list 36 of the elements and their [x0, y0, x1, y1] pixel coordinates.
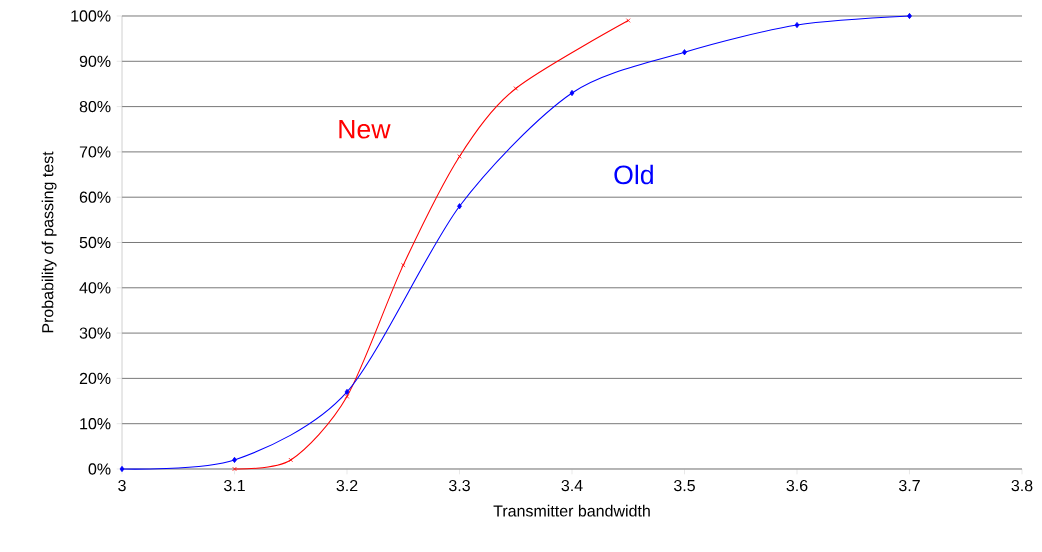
y-tick-label: 30%: [79, 327, 111, 339]
y-tick-label: 60%: [79, 191, 111, 203]
x-tick-label: 3.8: [1011, 479, 1033, 492]
x-tick-label: 3.2: [336, 479, 358, 492]
x-axis-title: Transmitter bandwidth: [493, 504, 650, 517]
y-tick-label: 50%: [79, 236, 111, 249]
x-tick-label: 3.7: [898, 479, 920, 492]
point: [119, 465, 125, 473]
y-tick-label: 10%: [80, 418, 111, 430]
x-tick-label: 3.4: [561, 479, 583, 492]
y-tick-label: 90%: [79, 55, 111, 67]
y-tick-label: 0%: [88, 463, 111, 475]
text: New: [339, 119, 391, 139]
point: [400, 262, 406, 268]
y-tick-label: 20%: [79, 372, 111, 385]
point: [344, 388, 350, 396]
x-tick-label: 3.3: [448, 479, 470, 492]
y-tick-label: 100%: [71, 10, 111, 22]
point: [232, 456, 237, 463]
y-tick-label: 70%: [79, 146, 111, 158]
point: [288, 457, 294, 463]
point: [794, 21, 800, 29]
y-axis-title: Probability of passing test: [41, 151, 57, 333]
y-tick-label: 40%: [79, 282, 111, 294]
x-tick-label: 3.1: [223, 479, 245, 492]
point: [457, 203, 462, 210]
point: [513, 86, 519, 91]
point: [569, 89, 575, 97]
text: Old: [614, 164, 653, 185]
y-tick-label: 80%: [79, 100, 111, 113]
point: [344, 394, 350, 399]
x-tick-label: 3.6: [786, 479, 808, 492]
x-tick-label: 3.5: [673, 479, 695, 492]
x-tick-label: 3: [118, 479, 126, 492]
point: [682, 49, 687, 56]
point: [457, 154, 462, 159]
